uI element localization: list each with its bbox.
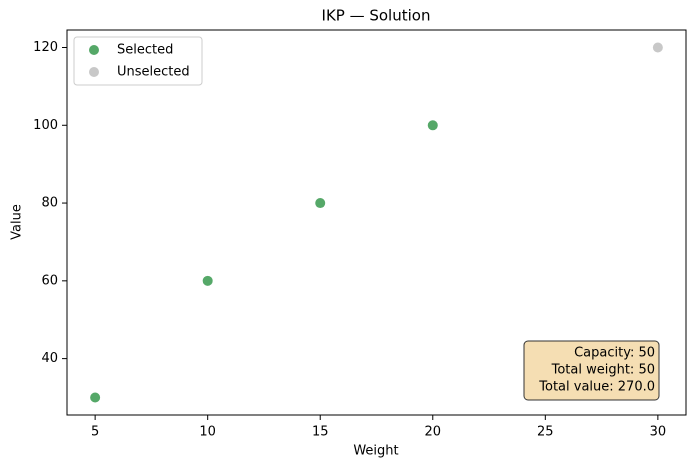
y-tick-label: 80 [41, 196, 58, 211]
legend-label: Selected [117, 43, 173, 58]
y-tick-label: 60 [41, 273, 58, 288]
x-tick-label: 15 [312, 425, 329, 440]
x-tick-label: 5 [91, 425, 99, 440]
point [427, 120, 438, 131]
x-tick-label: 10 [199, 425, 216, 440]
x-tick-label: 30 [650, 425, 667, 440]
x-tick-label: 20 [424, 425, 441, 440]
chart-title: IKP — Solution [322, 7, 431, 25]
point [315, 198, 326, 209]
annotation-text: Total weight: 50 [551, 363, 655, 378]
annotation-box [523, 340, 660, 401]
y-tick-label: 100 [33, 118, 58, 133]
annotation-text: Capacity: 50 [574, 346, 655, 361]
point [202, 275, 213, 286]
plot-frame [66, 29, 687, 416]
legend-marker [89, 67, 99, 77]
x-axis-label: Weight [353, 444, 398, 459]
legend-marker [89, 45, 99, 55]
y-axis-label: Value [10, 204, 25, 240]
x-tick-label: 25 [537, 425, 554, 440]
point [90, 392, 101, 403]
legend-box [73, 36, 203, 86]
legend-label: Unselected [117, 65, 190, 80]
y-tick-label: 40 [41, 351, 58, 366]
point [652, 42, 663, 53]
annotation-text: Total value: 270.0 [538, 380, 655, 395]
y-tick-label: 120 [33, 40, 58, 55]
